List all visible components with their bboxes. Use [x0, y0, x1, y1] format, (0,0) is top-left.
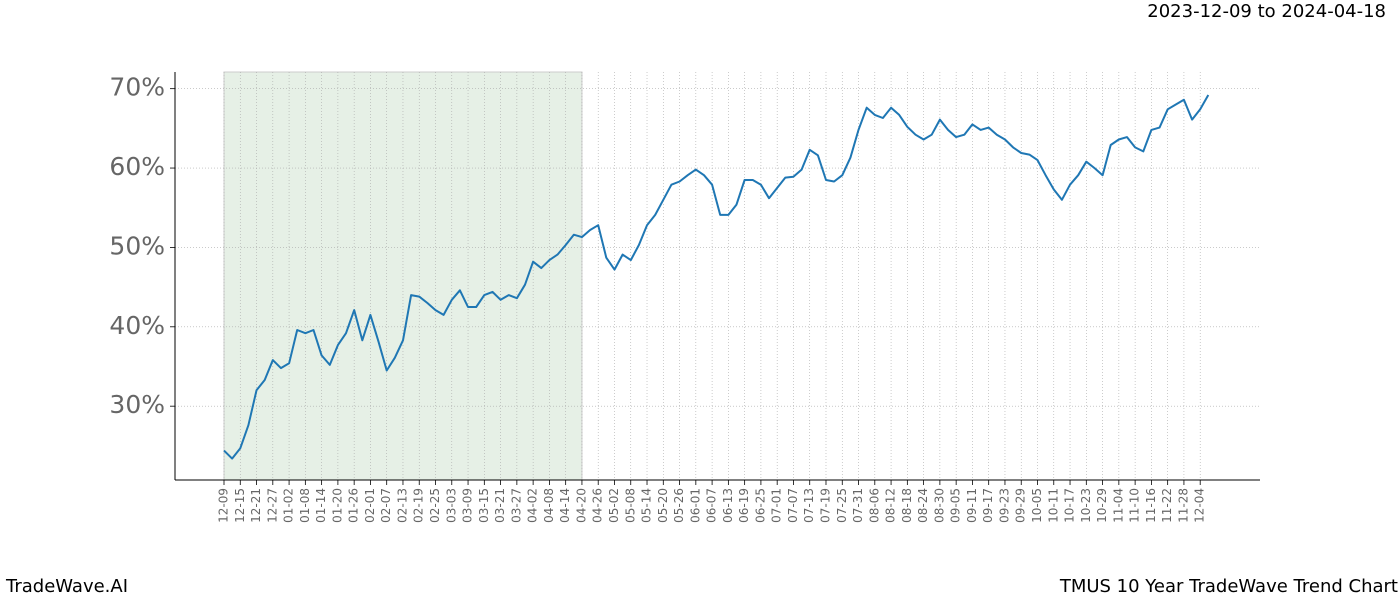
x-tick-label: 05-14: [640, 488, 654, 523]
x-tick-label: 04-26: [591, 488, 605, 523]
x-tick-label: 01-14: [314, 488, 328, 523]
x-tick-label: 01-20: [330, 488, 344, 523]
x-tick-label: 04-20: [574, 488, 588, 523]
x-tick-label: 02-13: [395, 488, 409, 523]
x-tick-label: 08-12: [884, 488, 898, 523]
x-tick-label: 09-11: [965, 488, 979, 523]
x-tick-label: 12-27: [265, 488, 279, 523]
x-tick-label: 11-04: [1111, 488, 1125, 523]
x-tick-label: 05-02: [607, 488, 621, 523]
x-tick-label: 06-25: [753, 488, 767, 523]
x-tick-label: 06-07: [705, 488, 719, 523]
x-tick-label: 07-01: [770, 488, 784, 523]
x-tick-label: 10-17: [1063, 488, 1077, 523]
y-tick-label: 40%: [109, 311, 165, 340]
x-tick-label: 04-02: [526, 488, 540, 523]
x-tick-label: 04-14: [558, 488, 572, 523]
x-tick-label: 07-31: [851, 488, 865, 523]
y-tick-label: 30%: [109, 390, 165, 419]
x-tick-label: 11-16: [1144, 488, 1158, 523]
x-tick-label: 07-13: [802, 488, 816, 523]
x-tick-label: 08-18: [900, 488, 914, 523]
x-tick-label: 03-09: [461, 488, 475, 523]
x-tick-label: 09-23: [997, 488, 1011, 523]
x-tick-label: 09-29: [1014, 488, 1028, 523]
x-tick-label: 10-23: [1079, 488, 1093, 523]
x-tick-label: 06-13: [721, 488, 735, 523]
x-tick-label: 07-07: [786, 488, 800, 523]
x-tick-label: 10-11: [1046, 488, 1060, 523]
x-tick-label: 12-21: [249, 488, 263, 523]
y-tick-label: 70%: [109, 73, 165, 102]
line-series: [223, 94, 1210, 460]
y-tick-label: 50%: [109, 231, 165, 260]
x-tick-label: 02-19: [412, 488, 426, 523]
brand: TradeWave.AI: [5, 576, 128, 597]
x-tick-label: 06-01: [688, 488, 702, 523]
x-tick-label: 05-26: [672, 488, 686, 523]
x-tick-label: 01-02: [282, 488, 296, 523]
x-tick-label: 03-03: [444, 488, 458, 523]
x-tick-label: 08-24: [916, 488, 930, 523]
x-tick-label: 08-30: [932, 488, 946, 523]
x-tick-label: 09-05: [949, 488, 963, 523]
x-tick-label: 06-19: [737, 488, 751, 523]
y-tick-label: 60%: [109, 152, 165, 181]
x-tick-label: 10-29: [1095, 488, 1109, 523]
x-tick-label: 01-26: [347, 488, 361, 523]
x-tick-label: 05-08: [623, 488, 637, 523]
x-tick-label: 11-10: [1128, 488, 1142, 523]
x-tick-label: 07-25: [835, 488, 849, 523]
x-tick-label: 11-28: [1176, 488, 1190, 523]
x-tick-label: 10-05: [1030, 488, 1044, 523]
x-tick-label: 04-08: [542, 488, 556, 523]
x-tick-label: 03-21: [493, 488, 507, 523]
x-tick-label: 01-08: [298, 488, 312, 523]
range-text: 2023-12-09 to 2024-04-18: [1147, 1, 1386, 22]
x-tick-label: 12-15: [233, 488, 247, 523]
chart-title: TMUS 10 Year TradeWave Trend Chart: [1059, 576, 1398, 597]
x-tick-label: 05-20: [656, 488, 670, 523]
x-tick-label: 02-07: [379, 488, 393, 523]
x-tick-label: 02-25: [428, 488, 442, 523]
x-tick-label: 12-09: [217, 488, 231, 523]
x-tick-label: 09-17: [981, 488, 995, 523]
x-tick-label: 12-04: [1193, 488, 1207, 523]
x-tick-label: 07-19: [818, 488, 832, 523]
x-tick-label: 03-27: [509, 488, 523, 523]
x-tick-label: 02-01: [363, 488, 377, 523]
x-tick-label: 11-22: [1160, 488, 1174, 523]
x-tick-label: 08-06: [867, 488, 881, 523]
x-tick-label: 03-15: [477, 488, 491, 523]
